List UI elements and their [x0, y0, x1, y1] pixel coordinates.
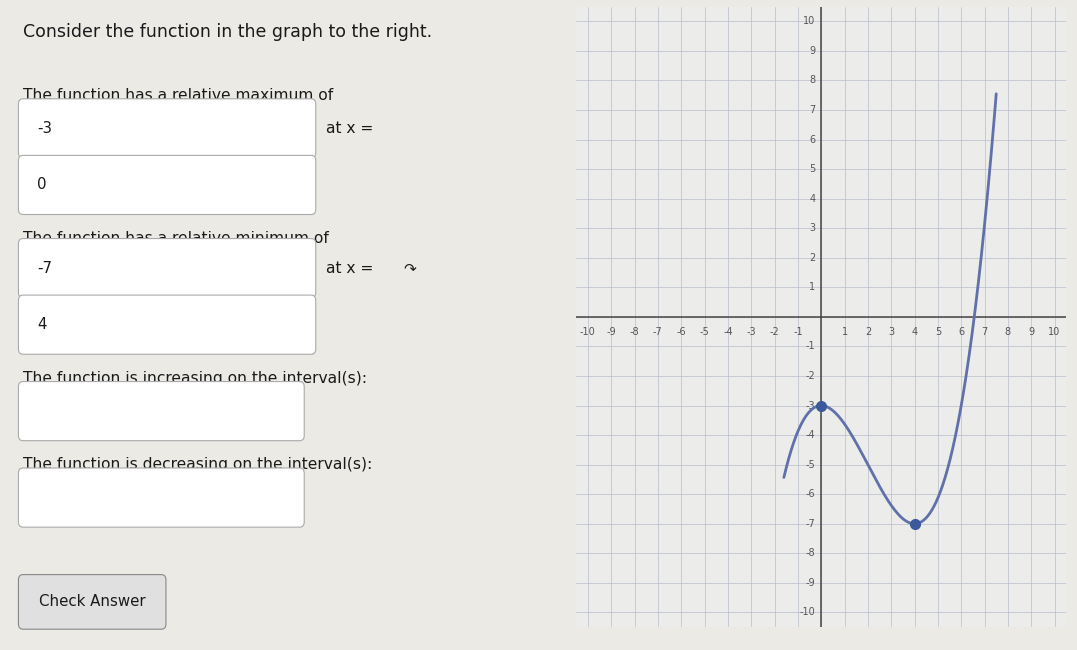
FancyBboxPatch shape	[18, 468, 304, 527]
FancyBboxPatch shape	[18, 295, 316, 354]
FancyBboxPatch shape	[18, 239, 316, 298]
FancyBboxPatch shape	[18, 575, 166, 629]
Text: 0: 0	[38, 177, 47, 192]
Text: The function has a relative maximum of: The function has a relative maximum of	[23, 88, 333, 103]
Text: 6: 6	[809, 135, 815, 144]
Text: 1: 1	[809, 282, 815, 293]
Text: 8: 8	[1005, 327, 1011, 337]
Text: 6: 6	[959, 327, 964, 337]
FancyBboxPatch shape	[18, 382, 304, 441]
Text: -4: -4	[723, 327, 732, 337]
Text: -3: -3	[746, 327, 756, 337]
Text: -9: -9	[606, 327, 616, 337]
Text: at x =: at x =	[325, 121, 373, 136]
Text: Consider the function in the graph to the right.: Consider the function in the graph to th…	[23, 23, 432, 41]
Text: -1: -1	[806, 341, 815, 352]
Text: -6: -6	[676, 327, 686, 337]
Text: 4: 4	[809, 194, 815, 203]
Text: The function has a relative minimum of: The function has a relative minimum of	[23, 231, 328, 246]
Text: 9: 9	[1029, 327, 1034, 337]
Text: -3: -3	[38, 121, 53, 136]
Text: Check Answer: Check Answer	[39, 594, 145, 610]
Text: -1: -1	[793, 327, 802, 337]
Text: -6: -6	[806, 489, 815, 499]
Text: -4: -4	[806, 430, 815, 440]
Text: -5: -5	[806, 460, 815, 470]
Text: 5: 5	[935, 327, 941, 337]
Text: 5: 5	[809, 164, 815, 174]
Text: The function is increasing on the interval(s):: The function is increasing on the interv…	[23, 370, 367, 385]
Text: -7: -7	[806, 519, 815, 529]
Text: 7: 7	[809, 105, 815, 115]
Text: -3: -3	[806, 400, 815, 411]
Text: -2: -2	[806, 371, 815, 381]
Text: ↷: ↷	[403, 261, 416, 276]
Text: 9: 9	[809, 46, 815, 56]
Text: -7: -7	[38, 261, 53, 276]
Text: 7: 7	[981, 327, 988, 337]
Text: 10: 10	[803, 16, 815, 26]
Text: 3: 3	[889, 327, 894, 337]
Text: -10: -10	[799, 608, 815, 617]
Text: 4: 4	[911, 327, 918, 337]
Text: 8: 8	[809, 75, 815, 85]
Text: 4: 4	[38, 317, 47, 332]
Text: 10: 10	[1048, 327, 1061, 337]
Text: -8: -8	[630, 327, 640, 337]
Text: -8: -8	[806, 549, 815, 558]
Text: 2: 2	[809, 253, 815, 263]
FancyBboxPatch shape	[18, 155, 316, 214]
FancyBboxPatch shape	[18, 99, 316, 158]
Text: -2: -2	[770, 327, 780, 337]
Text: -7: -7	[653, 327, 662, 337]
Text: -9: -9	[806, 578, 815, 588]
Text: 2: 2	[865, 327, 871, 337]
Text: 3: 3	[809, 223, 815, 233]
Text: -10: -10	[581, 327, 596, 337]
Text: The function is decreasing on the interval(s):: The function is decreasing on the interv…	[23, 457, 373, 472]
Text: 1: 1	[841, 327, 848, 337]
Text: -5: -5	[700, 327, 710, 337]
Text: at x =: at x =	[325, 261, 373, 276]
